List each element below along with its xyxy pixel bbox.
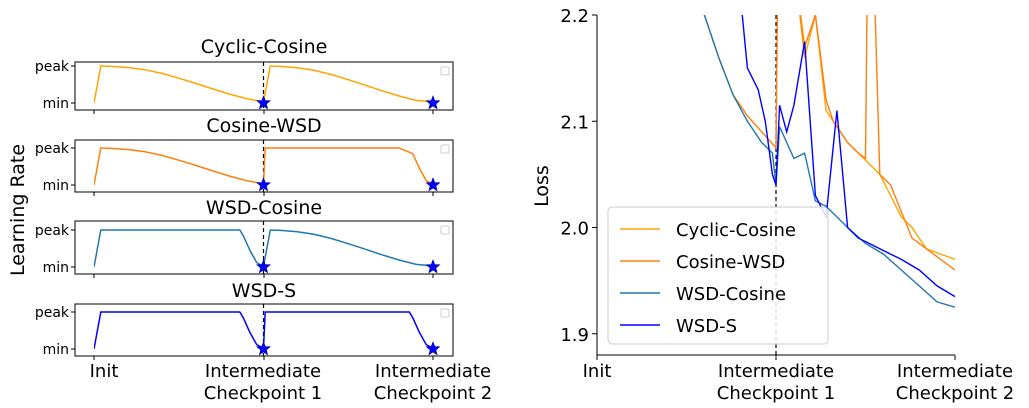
lr-y-tick-label: peak [35, 305, 70, 321]
lr-x-tick-label-line: Intermediate [205, 361, 321, 382]
lr-legend-box [440, 225, 450, 235]
lr-series-line [94, 229, 434, 268]
lr-y-tick-label: peak [35, 59, 70, 75]
lr-panel-title: Cyclic-Cosine [201, 36, 328, 58]
lr-y-tick-label: min [43, 342, 69, 358]
legend-label: WSD-S [676, 316, 737, 337]
loss-y-tick-label: 2.1 [560, 112, 589, 133]
loss-x-tick-label-line: Intermediate [718, 361, 834, 382]
checkpoint-star-icon [255, 177, 272, 192]
legend-label: Cyclic-Cosine [676, 220, 796, 241]
lr-y-tick-label: peak [35, 141, 70, 157]
checkpoint-star-icon [425, 259, 441, 274]
loss-x-tick-labels: Init Intermediate Checkpoint 1Intermediate… [583, 355, 1014, 404]
lr-panel-wsd-s: WSD-S peak min [35, 280, 454, 360]
loss-x-tick-label-line: Checkpoint 1 [717, 383, 835, 404]
lr-panel-wsd-cosine: WSD-Cosine peak min [35, 197, 454, 278]
checkpoint-star-icon [255, 341, 272, 356]
lr-series-line [94, 147, 434, 186]
lr-x-tick-label: Intermediate Checkpoint 2 [374, 361, 492, 404]
lr-panel-title: Cosine-WSD [206, 115, 321, 137]
lr-panel-cosine-wsd: Cosine-WSD peak min [35, 115, 454, 196]
lr-x-tick-label: Init [90, 361, 119, 382]
lr-legend-box [440, 144, 450, 154]
lr-x-tick-label-line: Init [90, 361, 119, 382]
lr-legend-box [440, 66, 450, 76]
checkpoint-star-icon [425, 177, 441, 192]
loss-plot: 1.9 2.0 2.1 2.2 [560, 6, 955, 356]
loss-series-line [741, 15, 955, 298]
lr-x-tick-label-line: Checkpoint 1 [204, 383, 322, 404]
loss-x-tick-label-line: Intermediate [897, 361, 1013, 382]
loss-y-tick-label: 2.0 [560, 219, 589, 240]
loss-y-tick-label: 2.2 [560, 6, 589, 27]
legend-label: Cosine-WSD [676, 252, 785, 273]
lr-y-tick-label: peak [35, 223, 70, 239]
legend-box [607, 206, 829, 345]
loss-series-line [703, 15, 955, 308]
lr-panel-cyclic-cosine: Cyclic-Cosine peak min [35, 36, 454, 114]
loss-x-tick-label-line: Init [583, 361, 612, 382]
checkpoint-star-icon [255, 95, 272, 110]
checkpoint-star-icon [255, 259, 272, 274]
checkpoint-star-icon [425, 95, 441, 110]
legend-label: WSD-Cosine [676, 284, 786, 305]
loss-series-line [703, 15, 955, 271]
loss-y-tick-label: 1.9 [560, 325, 589, 346]
lr-y-tick-label: min [43, 96, 69, 112]
loss-x-tick-label: Intermediate Checkpoint 1 [717, 361, 835, 404]
learning-rate-axis-label: Learning Rate [7, 144, 29, 276]
checkpoint-star-icon [425, 341, 441, 356]
loss-x-tick-label: Init [583, 361, 612, 382]
lr-legend-box [440, 308, 450, 318]
loss-x-tick-label: Intermediate Checkpoint 2 [896, 361, 1014, 404]
lr-x-tick-labels: Init Intermediate Checkpoint 1Intermediate… [90, 361, 493, 404]
lr-y-tick-label: min [43, 178, 69, 194]
lr-schedule-panels: Cyclic-CosinepeakminCosine-WSDpeakminWSD… [35, 36, 454, 360]
loss-legend: Cyclic-Cosine Cosine-WSD WSD-Cosine WSD-S [607, 206, 829, 345]
lr-panel-title: WSD-S [232, 280, 296, 302]
lr-x-tick-label-line: Intermediate [375, 361, 491, 382]
lr-x-tick-label-line: Checkpoint 2 [374, 383, 492, 404]
loss-x-tick-label-line: Checkpoint 2 [896, 383, 1014, 404]
lr-y-tick-label: min [43, 260, 69, 276]
lr-x-tick-label: Intermediate Checkpoint 1 [204, 361, 322, 404]
loss-axis-label: Loss [531, 165, 553, 207]
lr-panel-title: WSD-Cosine [206, 197, 322, 219]
